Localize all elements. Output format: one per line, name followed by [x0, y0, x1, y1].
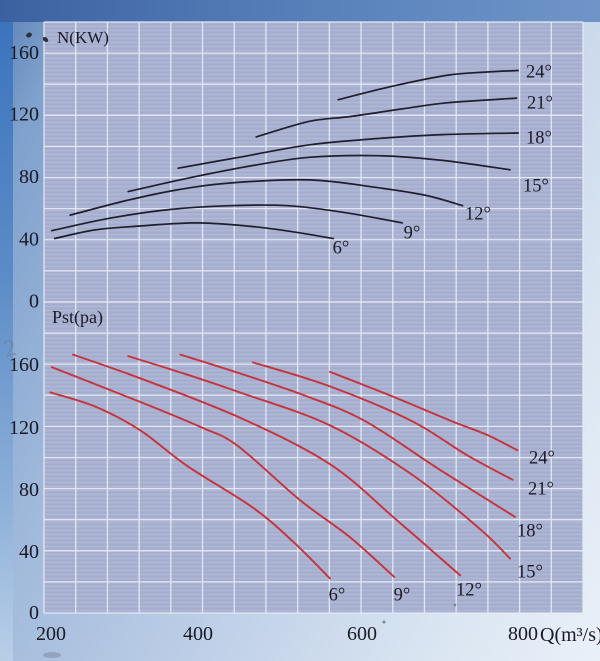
curve-power-6° — [53, 222, 335, 240]
watermark-mark: 2 — [1, 335, 19, 363]
x-tick: 200 — [36, 623, 66, 645]
curve-pressure-21° — [251, 361, 514, 481]
curve-pressure-9° — [50, 366, 396, 578]
y-tick-pressure: 0 — [29, 602, 39, 624]
scan-artifacts: 2 — [1, 32, 457, 658]
curve-angle-label: 24° — [526, 63, 552, 83]
curve-power-18° — [177, 132, 520, 170]
scan-top-edge — [0, 0, 600, 22]
curve-power-24° — [337, 69, 520, 101]
x-tick: 400 — [183, 623, 213, 645]
curve-pressure-24° — [329, 370, 519, 452]
curve-angle-label: 21° — [528, 480, 554, 500]
curve-angle-label: 21° — [527, 94, 553, 114]
pressure-axis-title: Pst(pa) — [52, 307, 103, 328]
curve-angle-label: 6° — [329, 586, 346, 606]
ink-speck — [26, 32, 32, 38]
curve-pressure-18° — [179, 353, 516, 518]
y-tick-pressure: 40 — [19, 541, 39, 563]
curve-angle-label: 18° — [526, 129, 552, 149]
curve-angle-label: 24° — [529, 449, 555, 469]
scan-left-edge — [0, 22, 13, 661]
curve-pressure-15° — [127, 355, 512, 560]
y-tick-power: 120 — [9, 104, 39, 126]
curve-angle-labels: 6° 9° 12° 15° 18° 21° 24° 6° 9° 12° 15° 18° 21° 24° — [329, 63, 555, 606]
curve-angle-label: 9° — [394, 586, 411, 606]
curve-angle-label: 12° — [456, 581, 482, 601]
power-curve-family — [50, 69, 520, 240]
pressure-curve-family — [49, 353, 519, 580]
x-tick: 800 — [508, 623, 538, 645]
x-tick: 600 — [347, 623, 377, 645]
curve-angle-label: 6° — [333, 239, 350, 259]
curve-angle-label: 15° — [523, 177, 549, 197]
flow-axis-title: Q(m³/s) — [540, 624, 600, 646]
curve-power-12° — [69, 178, 464, 216]
scan-smudge — [43, 652, 61, 658]
curve-pressure-12° — [72, 353, 462, 577]
curve-pressure-6° — [49, 391, 331, 580]
y-tick-power: 40 — [19, 229, 39, 251]
curve-angle-label: 18° — [517, 522, 543, 542]
ink-speck — [42, 37, 49, 42]
curve-power-9° — [50, 204, 404, 232]
ink-speck — [382, 620, 386, 624]
curve-angle-label: 15° — [517, 563, 543, 583]
curve-angle-label: 12° — [465, 205, 491, 225]
gridlines — [43, 21, 584, 614]
y-tick-power: 80 — [19, 166, 39, 188]
curve-power-21° — [255, 97, 518, 138]
ink-speck — [453, 603, 457, 607]
y-tick-pressure: 120 — [9, 417, 39, 439]
y-tick-power: 0 — [29, 291, 39, 313]
y-tick-power: 160 — [9, 42, 39, 64]
power-axis-title: N(KW) — [57, 28, 109, 47]
y-tick-pressure: 80 — [19, 479, 39, 501]
curve-angle-label: 9° — [404, 224, 421, 244]
y-tick-pressure: 160 — [9, 354, 39, 376]
curve-power-15° — [127, 154, 511, 193]
